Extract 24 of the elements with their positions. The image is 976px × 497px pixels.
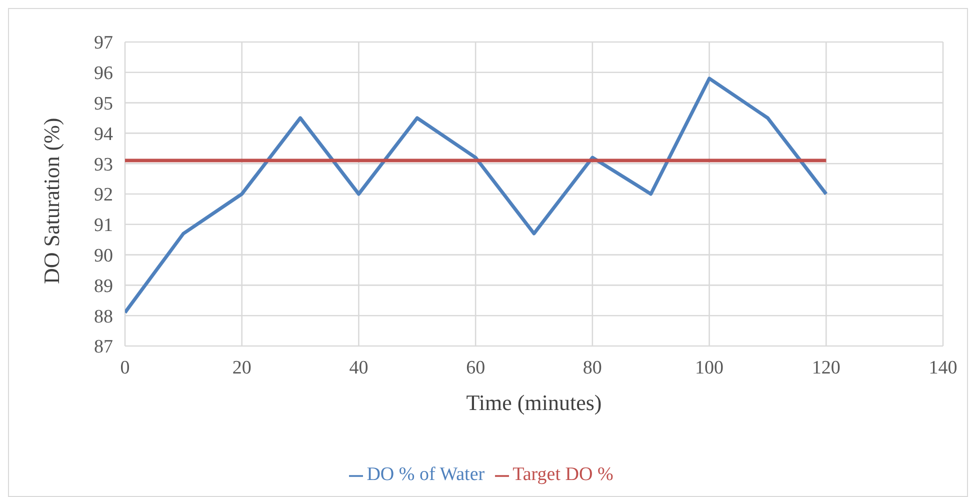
legend-label: Target DO % bbox=[512, 464, 614, 485]
y-tick-label: 93 bbox=[94, 154, 113, 176]
y-tick-label: 89 bbox=[94, 276, 113, 297]
y-tick-label: 94 bbox=[94, 124, 114, 145]
y-tick-label: 87 bbox=[94, 336, 113, 358]
line-series bbox=[125, 76, 828, 314]
x-tick-label: 100 bbox=[695, 357, 724, 378]
y-tick-label: 88 bbox=[94, 306, 113, 328]
x-tick-label: 140 bbox=[928, 357, 958, 378]
y-axis-title: DO Saturation (%) bbox=[38, 118, 64, 284]
y-tick-label: 96 bbox=[94, 63, 113, 84]
x-tick-label: 0 bbox=[120, 357, 130, 378]
x-tick-label: 40 bbox=[349, 357, 368, 378]
y-tick-label: 95 bbox=[94, 94, 113, 115]
x-tick-label: 120 bbox=[812, 357, 840, 378]
x-tick-label: 60 bbox=[466, 357, 486, 378]
legend-label: DO % of Water bbox=[366, 464, 485, 485]
y-tick-label: 97 bbox=[94, 32, 113, 54]
x-tick-label: 80 bbox=[582, 357, 602, 378]
y-tick-label: 92 bbox=[94, 184, 113, 206]
y-tick-label: 90 bbox=[94, 246, 113, 267]
x-tick-label: 20 bbox=[232, 357, 252, 378]
y-tick-label: 91 bbox=[94, 215, 113, 236]
x-axis-title: Time (minutes) bbox=[466, 390, 602, 415]
